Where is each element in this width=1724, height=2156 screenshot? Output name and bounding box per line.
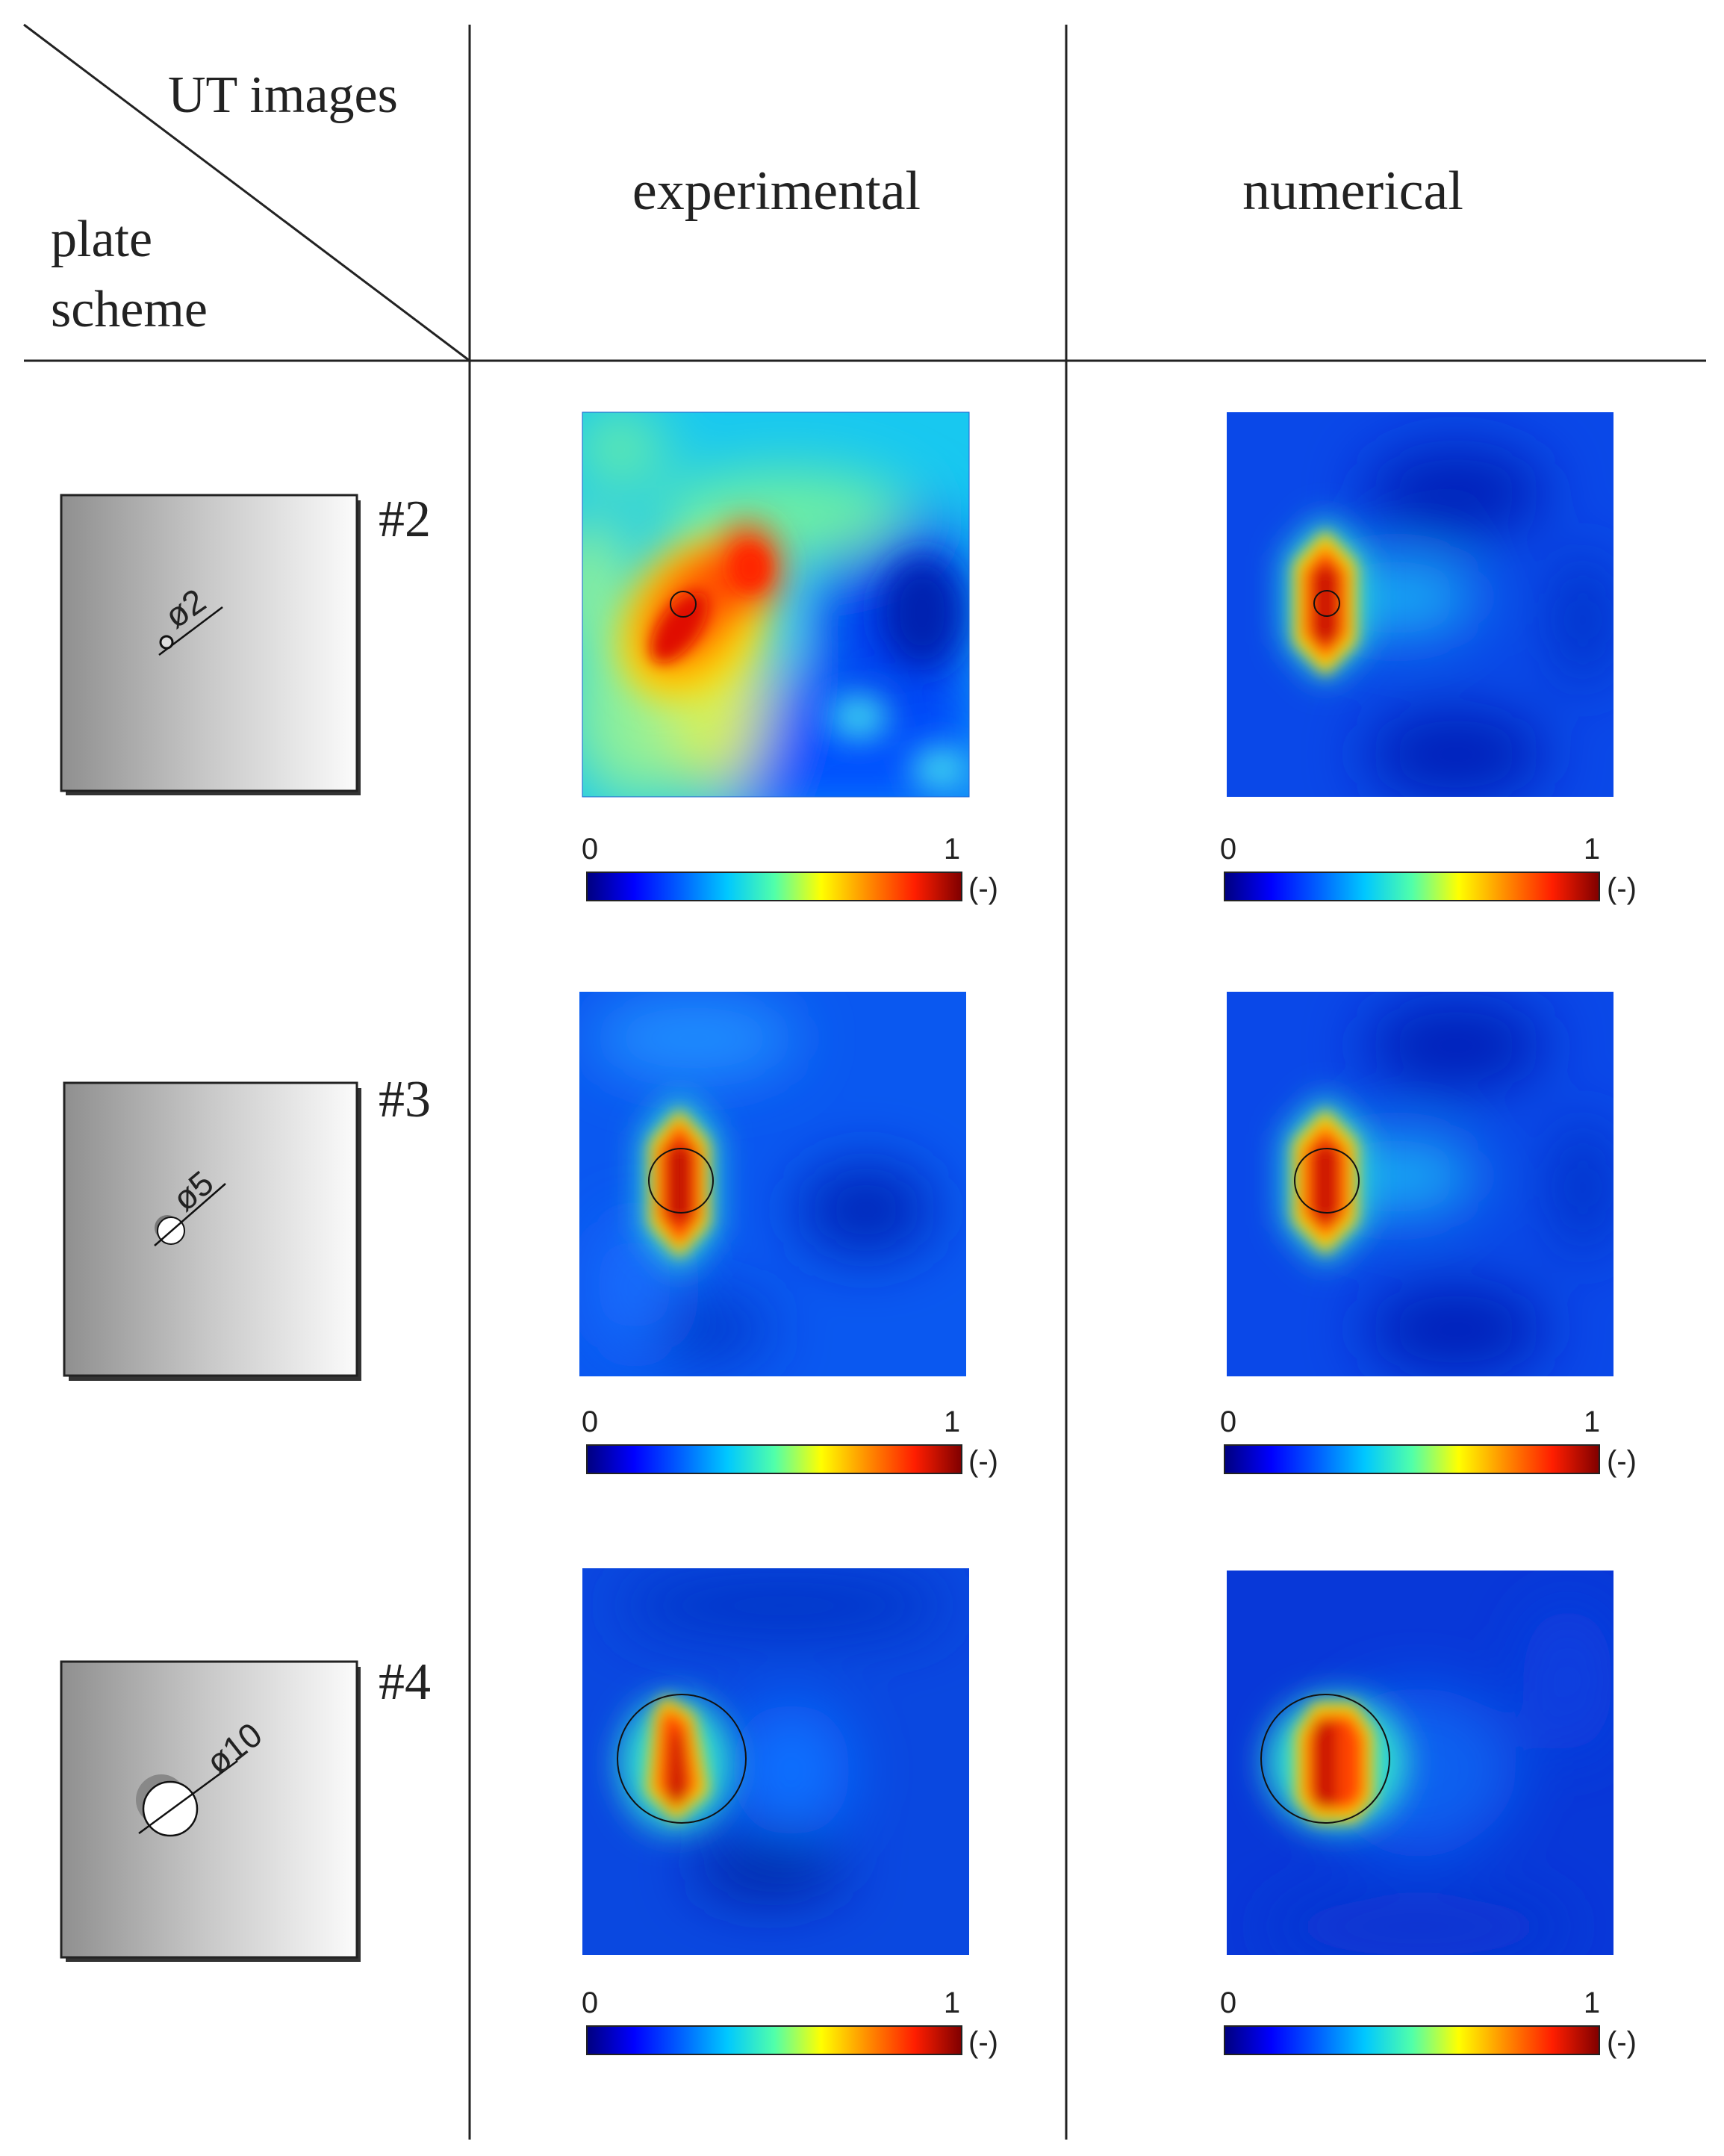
heatmap-numerical-4 <box>1227 1571 1613 1955</box>
plate-id-label: #2 <box>379 491 431 548</box>
colorbar-max-label: 1 <box>944 1405 960 1438</box>
defect-outline <box>1260 1694 1390 1824</box>
corner-label-plate: plate <box>51 211 152 268</box>
row-4: ø10 #4 <box>60 1568 1637 2059</box>
plate-scheme-4: ø10 <box>60 1660 361 1962</box>
colorbar-unit-label: (-) <box>1607 1445 1637 1478</box>
colorbar-max-label: 1 <box>1584 833 1600 866</box>
plate-id-label: #3 <box>379 1071 431 1128</box>
defect-outline <box>1313 590 1340 617</box>
colorbar-unit-label: (-) <box>968 872 998 905</box>
colorbar-min-label: 0 <box>1220 833 1236 866</box>
column-header-experimental: experimental <box>632 161 921 222</box>
plate-scheme-3: ø5 <box>63 1081 361 1381</box>
row-3: ø5 #3 <box>63 992 1637 1478</box>
colorbar-max-label: 1 <box>1584 1405 1600 1438</box>
colorbar-min-label: 0 <box>1220 1405 1236 1438</box>
row-2: ø2 #2 <box>60 411 1637 905</box>
colorbar-experimental-2: 0 1 (-) <box>582 833 998 905</box>
colorbar-max-label: 1 <box>944 1986 960 2019</box>
colorbar-max-label: 1 <box>1584 1986 1600 2019</box>
plate-id-label: #4 <box>379 1653 431 1711</box>
colorbar-unit-label: (-) <box>968 2026 998 2059</box>
column-header-numerical: numerical <box>1242 161 1463 222</box>
defect-outline <box>648 1148 714 1214</box>
colorbar-max-label: 1 <box>944 833 960 866</box>
plate-scheme-2: ø2 <box>60 494 361 795</box>
corner-diagonal <box>23 23 470 362</box>
colorbar-experimental-4: 0 1 (-) <box>582 1986 998 2059</box>
colorbar-numerical-2: 0 1 (-) <box>1220 833 1637 905</box>
heatmap-numerical-2 <box>1227 412 1613 797</box>
colorbar-min-label: 0 <box>1220 1986 1236 2019</box>
colorbar-min-label: 0 <box>582 1986 598 2019</box>
colorbar-unit-label: (-) <box>968 1445 998 1478</box>
defect-outline <box>1294 1148 1360 1214</box>
hole-marker <box>142 1780 199 1837</box>
corner-label-scheme: scheme <box>51 281 208 338</box>
defect-outline <box>617 1694 747 1824</box>
colorbar-unit-label: (-) <box>1607 872 1637 905</box>
heatmap-experimental-3 <box>579 992 966 1376</box>
colorbar-min-label: 0 <box>582 1405 598 1438</box>
colorbar-numerical-4: 0 1 (-) <box>1220 1986 1637 2059</box>
colorbar-min-label: 0 <box>582 833 598 866</box>
corner-label-ut-images: UT images <box>168 66 398 124</box>
colorbar-experimental-3: 0 1 (-) <box>582 1405 998 1478</box>
heatmap-experimental-4 <box>582 1568 969 1955</box>
heatmap-experimental-2 <box>582 412 969 797</box>
defect-outline <box>670 591 697 618</box>
colorbar-unit-label: (-) <box>1607 2026 1637 2059</box>
heatmap-numerical-3 <box>1227 992 1613 1376</box>
hole-marker <box>159 635 174 650</box>
table-grid <box>23 23 1706 2140</box>
colorbar-numerical-3: 0 1 (-) <box>1220 1405 1637 1478</box>
